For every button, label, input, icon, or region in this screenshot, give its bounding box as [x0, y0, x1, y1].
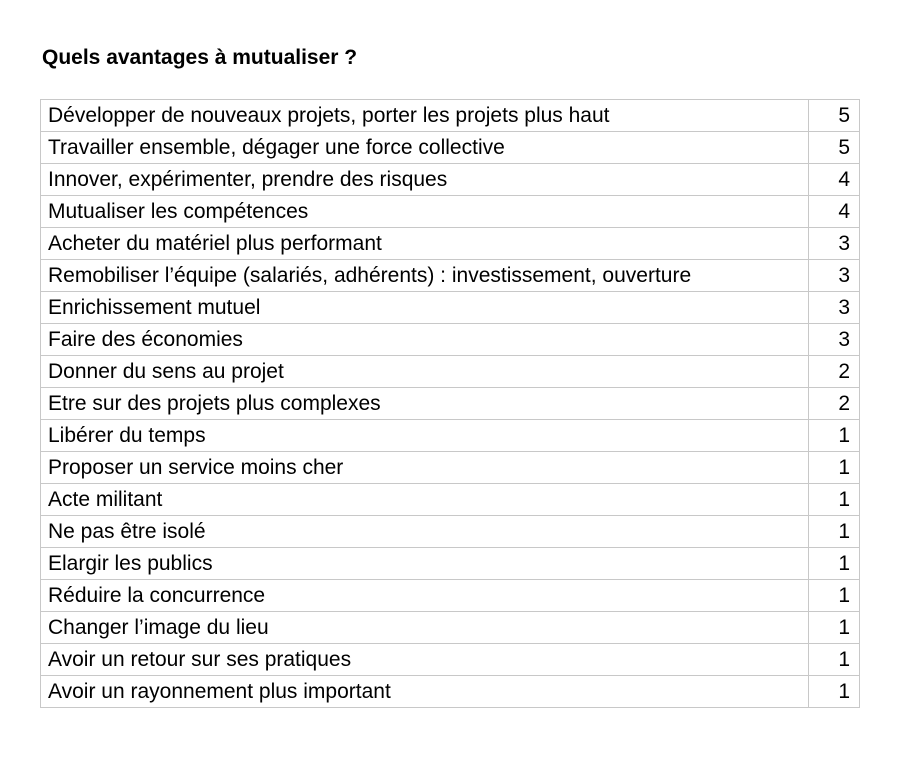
advantage-count: 5: [808, 131, 860, 164]
advantage-count: 1: [808, 611, 860, 644]
advantage-label: Innover, expérimenter, prendre des risqu…: [40, 163, 809, 196]
advantages-table: Développer de nouveaux projets, porter l…: [40, 99, 860, 708]
advantage-count: 3: [808, 259, 860, 292]
table-row: Travailler ensemble, dégager une force c…: [40, 131, 860, 164]
advantage-label: Avoir un rayonnement plus important: [40, 675, 809, 708]
advantage-count: 1: [808, 675, 860, 708]
table-row: Réduire la concurrence 1: [40, 579, 860, 612]
advantage-count: 4: [808, 195, 860, 228]
advantage-label: Acte militant: [40, 483, 809, 516]
advantage-label: Etre sur des projets plus complexes: [40, 387, 809, 420]
advantage-label: Acheter du matériel plus performant: [40, 227, 809, 260]
advantage-count: 1: [808, 643, 860, 676]
table-row: Acheter du matériel plus performant 3: [40, 227, 860, 260]
advantage-label: Libérer du temps: [40, 419, 809, 452]
advantage-label: Enrichissement mutuel: [40, 291, 809, 324]
advantage-count: 2: [808, 387, 860, 420]
advantage-count: 1: [808, 451, 860, 484]
advantage-count: 1: [808, 579, 860, 612]
table-row: Remobiliser l’équipe (salariés, adhérent…: [40, 259, 860, 292]
advantage-label: Proposer un service moins cher: [40, 451, 809, 484]
table-row: Faire des économies 3: [40, 323, 860, 356]
table-row: Acte militant 1: [40, 483, 860, 516]
table-row: Ne pas être isolé 1: [40, 515, 860, 548]
table-row: Elargir les publics 1: [40, 547, 860, 580]
table-row: Avoir un rayonnement plus important 1: [40, 675, 860, 708]
table-row: Enrichissement mutuel 3: [40, 291, 860, 324]
advantage-count: 1: [808, 515, 860, 548]
table-row: Innover, expérimenter, prendre des risqu…: [40, 163, 860, 196]
advantage-label: Réduire la concurrence: [40, 579, 809, 612]
table-row: Changer l’image du lieu 1: [40, 611, 860, 644]
advantage-label: Faire des économies: [40, 323, 809, 356]
advantage-count: 3: [808, 291, 860, 324]
advantage-label: Donner du sens au projet: [40, 355, 809, 388]
table-row: Donner du sens au projet 2: [40, 355, 860, 388]
table-row: Développer de nouveaux projets, porter l…: [40, 99, 860, 132]
advantage-label: Développer de nouveaux projets, porter l…: [40, 99, 809, 132]
table-row: Avoir un retour sur ses pratiques 1: [40, 643, 860, 676]
advantage-label: Elargir les publics: [40, 547, 809, 580]
advantage-label: Changer l’image du lieu: [40, 611, 809, 644]
advantage-count: 1: [808, 419, 860, 452]
advantage-count: 3: [808, 227, 860, 260]
advantage-count: 5: [808, 99, 860, 132]
advantage-label: Ne pas être isolé: [40, 515, 809, 548]
advantage-label: Remobiliser l’équipe (salariés, adhérent…: [40, 259, 809, 292]
table-body: Développer de nouveaux projets, porter l…: [40, 99, 860, 708]
table-row: Libérer du temps 1: [40, 419, 860, 452]
advantage-count: 1: [808, 483, 860, 516]
table-row: Etre sur des projets plus complexes 2: [40, 387, 860, 420]
advantage-label: Avoir un retour sur ses pratiques: [40, 643, 809, 676]
advantage-count: 1: [808, 547, 860, 580]
page-title: Quels avantages à mutualiser ?: [42, 46, 358, 69]
advantage-label: Travailler ensemble, dégager une force c…: [40, 131, 809, 164]
advantage-count: 3: [808, 323, 860, 356]
table-row: Mutualiser les compétences 4: [40, 195, 860, 228]
table-row: Proposer un service moins cher 1: [40, 451, 860, 484]
advantage-count: 2: [808, 355, 860, 388]
advantage-count: 4: [808, 163, 860, 196]
advantage-label: Mutualiser les compétences: [40, 195, 809, 228]
